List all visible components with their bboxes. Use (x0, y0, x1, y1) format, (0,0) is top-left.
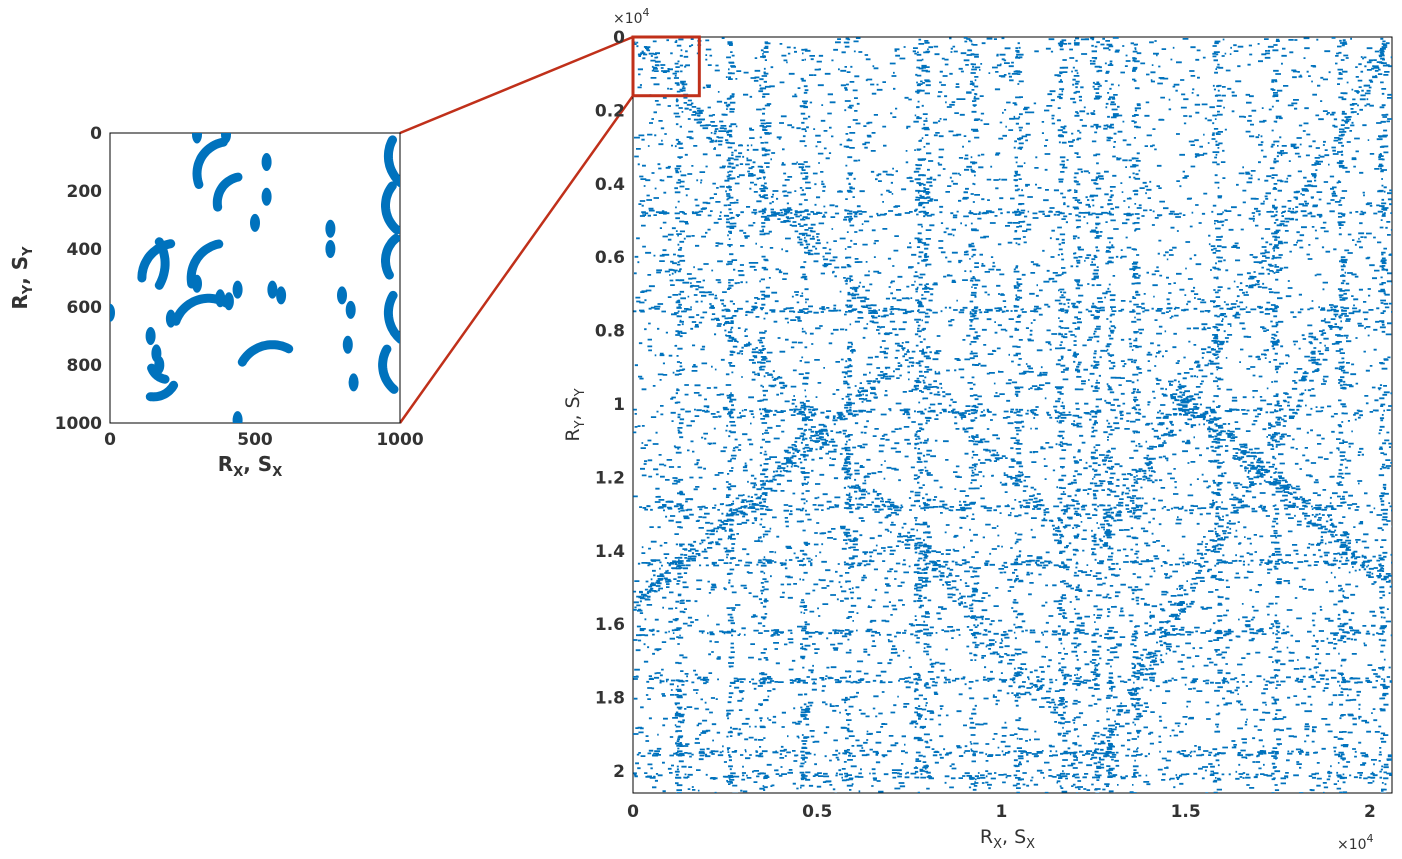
inset-arc-mark (381, 181, 400, 235)
inset-arc-mark (237, 340, 294, 367)
inset-arc-mark (147, 363, 170, 384)
inset-x-tick-label: 0 (104, 430, 116, 450)
inset-y-axis-label: RY, SY (8, 246, 36, 310)
inset-point-cluster (342, 335, 353, 354)
main-y-tick-label: 1 (613, 395, 625, 415)
inset-arc-mark (145, 380, 179, 402)
main-tick-labels: 0 0.5 1 1.5 200.20.40.60.811.21.41.61.82 (595, 28, 1376, 822)
inset-arc-mark (383, 290, 400, 344)
inset-point-cluster (345, 300, 356, 319)
inset-arc-mark (137, 239, 176, 283)
main-point-cloud (633, 37, 1392, 793)
main-y-tick-label: 1.8 (595, 689, 625, 709)
inset-point-cluster (192, 274, 202, 293)
inset-point-cluster (261, 187, 272, 206)
inset-x-tick-label: 1000 (376, 430, 423, 450)
inset-y-tick-label: 400 (67, 240, 103, 260)
inset-y-tick-label: 600 (67, 298, 103, 318)
inset-arc-mark (383, 135, 400, 188)
inset-point-cluster (267, 280, 278, 299)
main-y-tick-label: 0.4 (595, 175, 625, 195)
inset-arc-mark (212, 172, 243, 212)
main-y-tick-label: 1.4 (595, 542, 625, 562)
main-x-tick-label: 1.5 (1171, 802, 1201, 822)
main-y-tick-label: 0.6 (595, 248, 625, 268)
inset-point-cluster (232, 280, 243, 299)
inset-y-tick-label: 0 (90, 124, 102, 144)
inset-x-axis-label: RX, SX (218, 452, 282, 480)
inset-point-cluster (215, 289, 226, 308)
main-axes-box (632, 36, 1393, 794)
inset-point-cluster (221, 133, 231, 144)
inset-point-cluster (325, 240, 336, 258)
inset-point-cluster (261, 153, 272, 171)
main-data-points (633, 37, 1392, 793)
inset-point-cluster (165, 309, 176, 328)
inset-point-cluster (223, 292, 234, 311)
inset-arc-mark (135, 110, 173, 127)
main-x-tick-label: 0 (627, 802, 639, 822)
inset-point-cluster (325, 219, 336, 238)
main-y-exponent-label: ×104 (613, 6, 650, 27)
inset-y-tick-label: 1000 (55, 414, 102, 434)
zoom-connector-bottom (398, 94, 635, 424)
main-x-tick-label: 0.5 (802, 802, 832, 822)
inset-y-tick-label: 800 (67, 356, 103, 376)
main-y-axis-label: RY, SY (562, 388, 588, 441)
main-x-tick-label: 1 (996, 802, 1008, 822)
inset-point-cluster (348, 373, 359, 392)
main-x-axis-label: RX, SX (980, 826, 1035, 852)
inset-point-cluster (145, 327, 156, 345)
zoom-region-box (631, 35, 701, 98)
inset-arc-mark (186, 239, 224, 289)
inset-point-cluster (154, 356, 165, 374)
inset-data-points (110, 110, 400, 423)
zoom-connectors (398, 35, 635, 424)
inset-arc-mark (192, 137, 228, 189)
inset-point-cluster (192, 133, 202, 144)
main-y-tick-label: 0.2 (595, 101, 625, 121)
inset-point-cluster (337, 286, 347, 305)
inset-x-tick-label: 500 (237, 430, 273, 450)
main-y-tick-label: 0.8 (595, 322, 625, 342)
main-x-exponent-label: ×104 (1337, 832, 1374, 853)
main-y-tick-label: 2 (613, 762, 625, 782)
inset-point-cluster (110, 303, 115, 322)
inset-arc-mark (378, 344, 399, 394)
inset-arc-mark (381, 233, 400, 280)
inset-point-cluster (250, 213, 260, 232)
main-y-tick-label: 1.6 (595, 615, 625, 635)
inset-point-cluster (232, 411, 243, 423)
inset-y-tick-label: 200 (67, 182, 103, 202)
inset-point-cluster (276, 286, 287, 305)
main-scatter-plot: 0 0.5 1 1.5 200.20.40.60.811.21.41.61.82 RX,… (562, 6, 1393, 853)
main-x-tick-label: 2 (1364, 802, 1376, 822)
zoom-connector-top (399, 35, 634, 135)
main-y-tick-label: 1.2 (595, 468, 625, 488)
main-y-tick-label: 0 (613, 28, 625, 48)
